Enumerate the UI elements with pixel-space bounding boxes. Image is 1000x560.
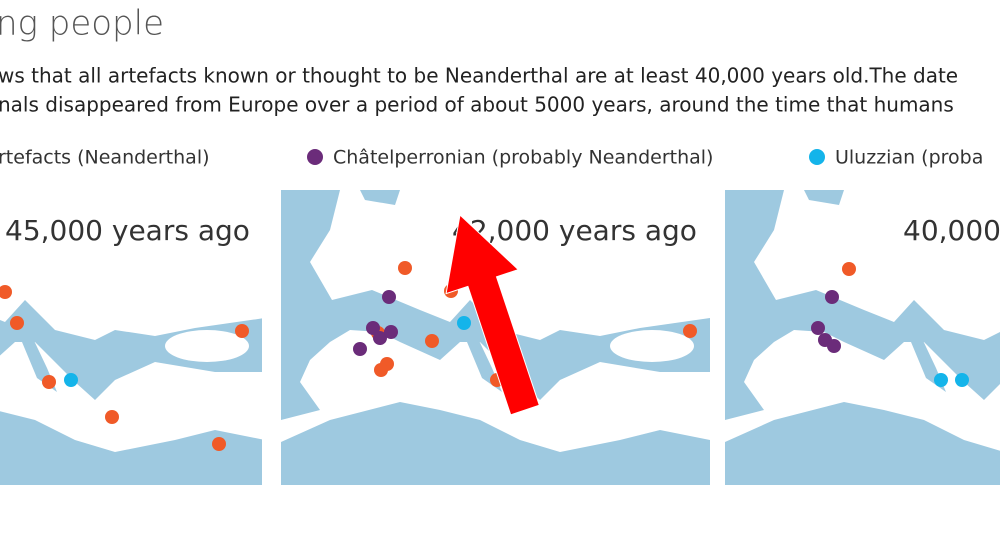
panel-label: 45,000 years ago — [5, 214, 250, 247]
legend-label: rtefacts (Neanderthal) — [0, 147, 210, 169]
red-arrow — [445, 214, 540, 416]
legend-dot — [307, 149, 323, 165]
panel-label: 42,000 years ago — [452, 214, 697, 247]
map-panel — [725, 190, 1000, 485]
legend-label: Uluzzian (proba — [835, 147, 983, 169]
legend-label: Châtelperronian (probably Neanderthal) — [333, 147, 713, 169]
panel-label: 40,000 — [903, 214, 1000, 247]
intro-line: nals disappeared from Europe over a peri… — [0, 93, 954, 117]
page-title: ng people — [0, 4, 164, 44]
intro-line: ws that all artefacts known or thought t… — [0, 64, 958, 88]
legend-dot — [809, 149, 825, 165]
map-panel — [0, 190, 262, 485]
